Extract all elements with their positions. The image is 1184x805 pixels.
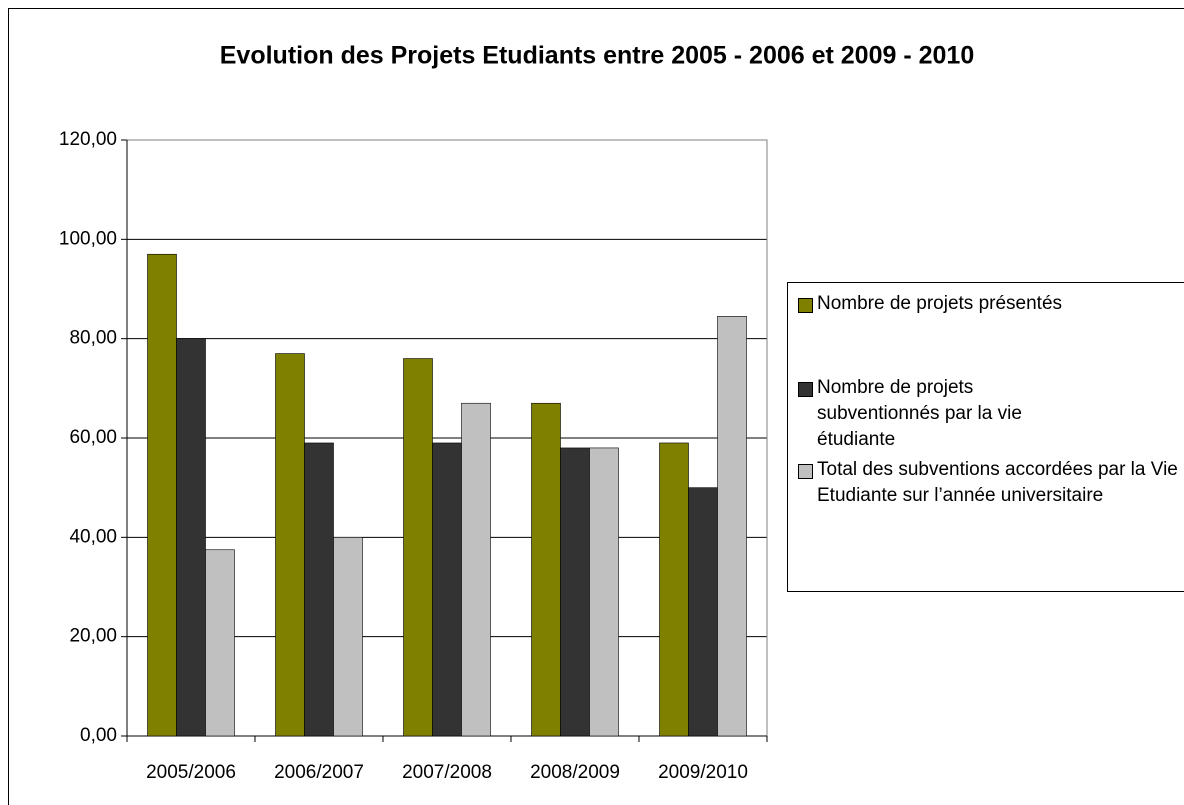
bar — [176, 338, 206, 737]
legend-label: Nombre de projets présentés — [817, 293, 1063, 314]
bar — [147, 253, 177, 737]
legend-swatch — [798, 382, 813, 397]
chart-title: Evolution des Projets Etudiants entre 20… — [220, 42, 974, 70]
bar — [717, 316, 747, 737]
y-tick-label: 0,00 — [80, 725, 117, 746]
y-tick-label: 80,00 — [69, 328, 117, 349]
legend-item: Total des subventions accordées par la V… — [798, 457, 1178, 509]
y-tick-label: 40,00 — [69, 526, 117, 547]
x-tick-label: 2007/2008 — [402, 762, 492, 783]
x-tick-label: 2009/2010 — [658, 762, 748, 783]
bar — [432, 442, 462, 737]
bar — [205, 549, 235, 737]
bar — [403, 358, 433, 737]
x-tick-label: 2005/2006 — [146, 762, 236, 783]
y-tick-label: 20,00 — [69, 626, 117, 647]
y-tick-label: 100,00 — [59, 228, 117, 249]
bar — [333, 537, 363, 737]
bar — [688, 487, 718, 737]
y-tick-label: 60,00 — [69, 427, 117, 448]
legend-label: Nombre de projets subventionnés par la v… — [817, 377, 1022, 450]
legend-item: Nombre de projets présentés — [798, 291, 1178, 317]
bar — [589, 447, 619, 737]
x-tick-label: 2008/2009 — [530, 762, 620, 783]
x-tick-label: 2006/2007 — [274, 762, 364, 783]
legend: Nombre de projets présentés Nombre de pro… — [787, 282, 1184, 592]
bar — [275, 353, 305, 737]
legend-item: Nombre de projets subventionnés par la v… — [798, 375, 1178, 453]
legend-swatch — [798, 464, 813, 479]
bar — [461, 402, 491, 737]
y-tick-label: 120,00 — [59, 129, 117, 150]
bar — [560, 447, 590, 737]
bar — [659, 442, 689, 737]
legend-swatch — [798, 298, 813, 313]
legend-label: Total des subventions accordées par la V… — [817, 459, 1178, 506]
bar — [531, 402, 561, 737]
bar — [304, 442, 334, 737]
